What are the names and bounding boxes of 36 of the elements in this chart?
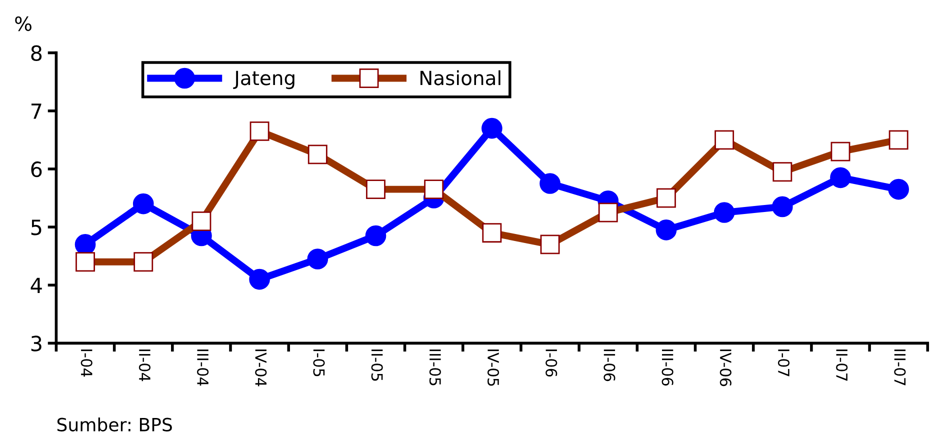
legend-label: Nasional [420,70,500,86]
x-tick-label: III-06 [662,350,674,386]
y-tick-label: 6 [31,161,42,178]
x-tick-label: III-07 [894,350,906,386]
point [772,196,793,218]
x-tick-label: II-05 [371,350,383,381]
legend-label: Jateng [233,70,294,90]
point [482,118,502,139]
point [888,178,909,200]
point [656,220,677,240]
point [307,248,328,270]
point [249,268,270,290]
x-tick-label: I-04 [80,350,92,377]
x-tick-label: III-05 [429,350,441,386]
y-tick-label: 8 [31,45,42,62]
y-axis-title: % [15,16,32,32]
y-tick-label: 4 [30,278,42,294]
y-tick-label: 7 [31,104,42,119]
y-tick-label: 3 [31,336,42,352]
x-tick-label: IV-06 [720,350,732,386]
x-tick-label: I-06 [546,350,558,377]
x-tick-label: II-06 [604,350,616,382]
point [365,225,386,246]
x-tick-label: IV-05 [487,350,500,386]
x-tick-label: II-04 [138,350,150,382]
x-tick-label: II-07 [836,350,848,381]
x-tick-label: IV-04 [255,350,267,386]
x-tick-label: I-05 [313,350,325,376]
x-tick-label: I-07 [778,350,790,376]
x-tick-label: III-04 [197,350,209,386]
y-tick-label: 5 [31,220,42,236]
point [714,202,735,223]
point [540,173,560,194]
text: Sumber: BPS [57,417,172,432]
point [830,167,851,188]
point [132,193,154,214]
